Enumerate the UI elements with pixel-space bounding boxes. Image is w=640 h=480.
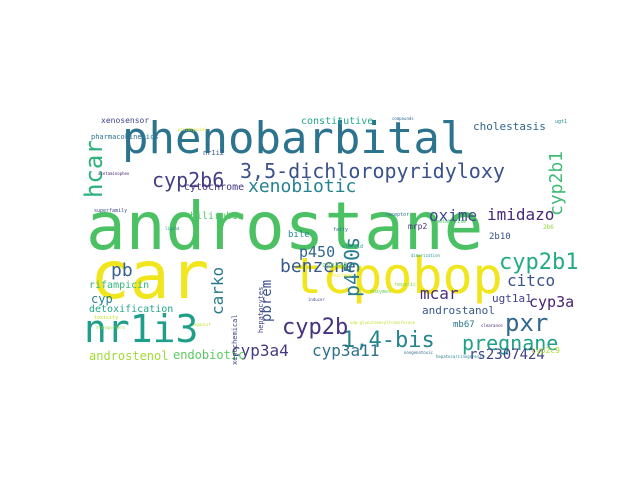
cloud-word: udp-glucuronosyltransferase xyxy=(350,320,416,325)
cloud-word: cyp1a2 xyxy=(322,261,348,269)
cloud-word: cytochrome xyxy=(184,182,245,193)
cloud-word: cyp xyxy=(91,292,113,306)
cloud-word: cyp2b xyxy=(282,315,349,340)
cloud-word: car xyxy=(90,237,210,314)
cloud-word: ugt1a1 xyxy=(492,292,532,305)
cloud-word: rifampicin xyxy=(89,280,150,291)
cloud-word: constitutive xyxy=(301,116,374,127)
cloud-word: mb67 xyxy=(453,320,475,330)
cloud-word: mrp2 xyxy=(408,222,428,231)
cloud-word: transporters xyxy=(96,325,125,330)
cloud-word: cyp2b1 xyxy=(546,150,567,216)
cloud-word: cyp2b10 xyxy=(499,250,580,275)
cloud-word: cyp3a11 xyxy=(312,341,380,360)
cloud-word: pregnane xyxy=(462,331,559,355)
cloud-word: acetaminophen xyxy=(98,171,130,176)
cloud-word: pxr xyxy=(505,309,549,337)
cloud-word: tcpobop xyxy=(292,247,503,305)
cloud-word: receptor xyxy=(385,212,410,218)
cloud-word: clearance xyxy=(481,323,503,328)
cloud-word: nr1i2 xyxy=(203,149,225,157)
cloud-word: hepatocarcinogenesis xyxy=(436,354,485,359)
cloud-word: toxicity xyxy=(94,315,119,321)
cloud-word: agonist xyxy=(194,322,211,327)
cloud-word: hcar xyxy=(80,139,108,198)
cloud-word: nr1i3 xyxy=(84,307,199,351)
cloud-word: bilirubin xyxy=(190,211,245,222)
cloud-word: nongenotoxic xyxy=(404,350,433,355)
cloud-word: xenochemical xyxy=(231,314,239,365)
cloud-word: p450 xyxy=(299,243,336,261)
cloud-word: endobiotic xyxy=(173,348,246,362)
cloud-word: cyp2c9 xyxy=(531,346,560,355)
cloud-word: androstenol xyxy=(89,349,169,363)
cloud-word: benzene xyxy=(280,256,356,277)
cloud-word: compounds xyxy=(392,116,414,121)
cloud-word: cyp2b6 xyxy=(152,168,225,192)
cloud-word: 3,5-dichloropyridyloxy xyxy=(240,159,505,183)
cloud-word: xenosensor xyxy=(101,116,150,125)
cloud-word: bile xyxy=(288,230,310,240)
cloud-word: detoxification xyxy=(89,304,174,315)
cloud-word: fatty xyxy=(333,227,349,233)
cloud-word: imidazo xyxy=(487,205,555,224)
cloud-word: prototypical xyxy=(178,127,207,132)
cloud-word: superfamily xyxy=(94,208,128,214)
cloud-word: pb xyxy=(111,260,133,281)
cloud-word: metabolism xyxy=(436,219,467,225)
cloud-word: steroid xyxy=(342,244,364,250)
cloud-word: phenobarbital xyxy=(122,115,467,164)
cloud-word: 2b10 xyxy=(489,232,511,242)
cloud-word: hepatocytes xyxy=(257,286,265,334)
cloud-word: carko xyxy=(208,266,227,315)
word-cloud: androstane car phenobarbital tcpobop nr1i3 3,… xyxy=(80,115,580,365)
cloud-word: oxime xyxy=(429,206,478,225)
cloud-word: cyp3a4 xyxy=(231,341,289,360)
cloud-word: inducer xyxy=(308,297,325,302)
cloud-word: cholestasis xyxy=(473,120,546,133)
cloud-word: xenobiotic xyxy=(248,176,357,197)
cloud-word: ligand xyxy=(165,226,180,231)
cloud-word: cyp3a xyxy=(529,293,575,311)
cloud-word: enzymes xyxy=(370,289,392,295)
cloud-word: hepatic xyxy=(395,282,417,288)
cloud-word: androstane xyxy=(86,188,484,265)
cloud-word: mcar xyxy=(420,284,459,303)
cloud-word: citco xyxy=(507,271,556,290)
cloud-word: rs2307424 xyxy=(469,347,545,363)
cloud-word: 2b6 xyxy=(543,224,554,231)
cloud-word: ugt1 xyxy=(555,119,568,125)
cloud-word: nuclear xyxy=(332,273,354,279)
cloud-word: pharmacokinetics xyxy=(91,133,159,141)
cloud-word: dimerization xyxy=(411,253,440,258)
cloud-word: 1,4-bis xyxy=(342,328,435,353)
cloud-word: androstanol xyxy=(422,304,495,317)
